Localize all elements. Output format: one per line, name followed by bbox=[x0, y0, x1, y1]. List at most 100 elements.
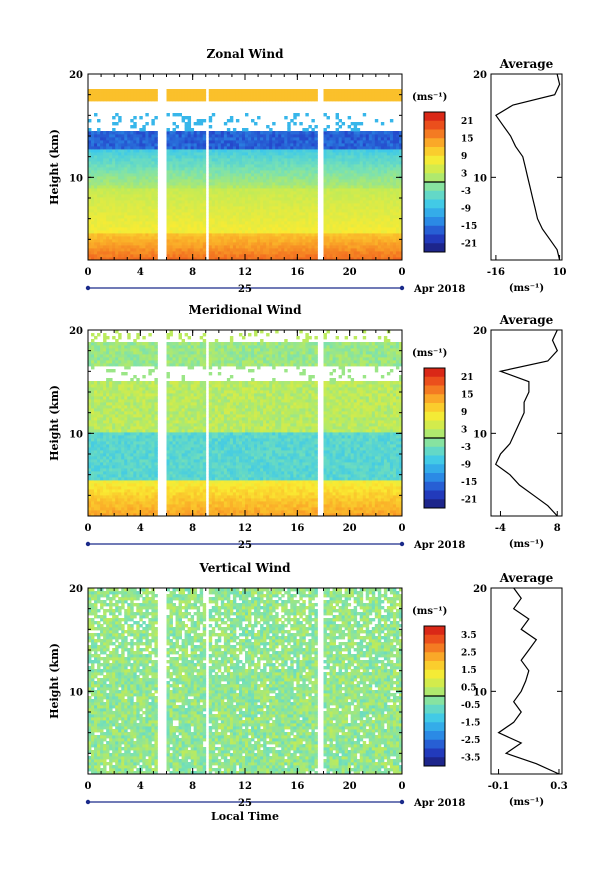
heatmap-cell bbox=[223, 227, 228, 231]
heatmap-cell bbox=[217, 158, 222, 162]
heatmap-cell bbox=[365, 209, 370, 213]
heatmap-cell bbox=[142, 125, 146, 129]
heatmap-cell bbox=[100, 224, 104, 228]
heatmap-cell bbox=[323, 92, 327, 96]
heatmap-cell bbox=[296, 92, 300, 96]
heatmap-cell bbox=[220, 182, 225, 186]
heatmap-cell bbox=[278, 191, 282, 195]
heatmap-cell bbox=[344, 146, 349, 150]
heatmap-cell bbox=[299, 200, 303, 204]
heatmap-cell bbox=[133, 191, 137, 195]
heatmap-cell bbox=[184, 233, 189, 237]
heatmap-cell bbox=[260, 185, 264, 189]
heatmap-cell bbox=[245, 224, 249, 228]
heatmap-cell bbox=[211, 188, 216, 192]
heatmap-cell bbox=[121, 173, 125, 177]
heatmap-cell bbox=[193, 206, 198, 210]
heatmap-cell bbox=[308, 125, 312, 129]
heatmap-cell bbox=[323, 191, 327, 195]
heatmap-cell bbox=[133, 95, 137, 99]
heatmap-cell bbox=[293, 158, 297, 162]
heatmap-cell bbox=[323, 245, 327, 249]
heatmap-cell bbox=[275, 164, 279, 168]
heatmap-cell bbox=[335, 131, 339, 135]
heatmap-cell bbox=[362, 155, 367, 159]
heatmap-cell bbox=[232, 173, 237, 177]
heatmap-cell bbox=[281, 200, 285, 204]
heatmap-cell bbox=[229, 239, 234, 243]
heatmap-cell bbox=[127, 89, 131, 93]
heatmap-cell bbox=[232, 131, 237, 135]
heatmap-cell bbox=[386, 191, 391, 195]
heatmap-cell bbox=[353, 242, 358, 246]
heatmap-cell bbox=[344, 245, 349, 249]
heatmap-cell bbox=[323, 206, 327, 210]
heatmap-cell bbox=[326, 251, 330, 255]
heatmap-cell bbox=[308, 92, 312, 96]
heatmap-cell bbox=[374, 236, 379, 240]
heatmap-cell bbox=[287, 254, 291, 258]
heatmap-cell bbox=[353, 233, 358, 237]
heatmap-cell bbox=[178, 185, 182, 189]
heatmap-cell bbox=[353, 167, 358, 171]
heatmap-cell bbox=[154, 230, 158, 234]
heatmap-cell bbox=[371, 140, 376, 144]
heatmap-cell bbox=[281, 170, 285, 174]
heatmap-cell bbox=[214, 134, 219, 138]
heatmap-cell bbox=[127, 98, 131, 102]
heatmap-cell bbox=[103, 230, 107, 234]
heatmap-cell bbox=[371, 209, 376, 213]
heatmap-cell bbox=[356, 200, 361, 204]
heatmap-cell bbox=[238, 161, 243, 165]
heatmap-cell bbox=[235, 95, 240, 99]
heatmap-cell bbox=[121, 218, 125, 222]
heatmap-cell bbox=[94, 209, 98, 213]
heatmap-cell bbox=[356, 233, 361, 237]
heatmap-cell bbox=[130, 194, 134, 198]
heatmap-cell bbox=[287, 164, 291, 168]
heatmap-cell bbox=[368, 194, 373, 198]
heatmap-cell bbox=[112, 140, 116, 144]
heatmap-cell bbox=[353, 95, 358, 99]
heatmap-cell bbox=[371, 173, 376, 177]
heatmap-cell bbox=[302, 206, 306, 210]
heatmap-cell bbox=[338, 167, 343, 171]
heatmap-cell bbox=[238, 170, 243, 174]
heatmap-cell bbox=[133, 239, 137, 243]
heatmap-cell bbox=[305, 152, 309, 156]
heatmap-cell bbox=[368, 197, 373, 201]
heatmap-cell bbox=[127, 242, 131, 246]
heatmap-cell bbox=[266, 200, 270, 204]
heatmap-cell bbox=[377, 257, 382, 261]
heatmap-cell bbox=[196, 155, 201, 159]
heatmap-cell bbox=[392, 161, 397, 165]
heatmap-cell bbox=[100, 513, 104, 517]
heatmap-cell bbox=[142, 206, 146, 210]
heatmap-cell bbox=[356, 140, 361, 144]
heatmap-cell bbox=[214, 194, 219, 198]
heatmap-cell bbox=[347, 182, 352, 186]
heatmap-cell bbox=[169, 131, 173, 135]
heatmap-cell bbox=[386, 215, 391, 219]
heatmap-cell bbox=[133, 143, 137, 147]
heatmap-cell bbox=[302, 140, 306, 144]
heatmap-cell bbox=[97, 182, 101, 186]
heatmap-cell bbox=[199, 203, 204, 207]
heatmap-cell bbox=[311, 200, 315, 204]
heatmap-cell bbox=[266, 92, 270, 96]
heatmap-cell bbox=[395, 513, 400, 517]
heatmap-cell bbox=[172, 510, 176, 514]
heatmap-cell bbox=[329, 254, 333, 258]
heatmap-cell bbox=[368, 236, 373, 240]
heatmap-cell bbox=[133, 233, 137, 237]
heatmap-cell bbox=[187, 146, 192, 150]
heatmap-cell bbox=[118, 149, 122, 153]
heatmap-cell bbox=[323, 197, 327, 201]
heatmap-cell bbox=[365, 182, 370, 186]
heatmap-cell bbox=[166, 233, 170, 237]
heatmap-cell bbox=[100, 161, 104, 165]
heatmap-cell bbox=[166, 161, 170, 165]
heatmap-cell bbox=[371, 164, 376, 168]
heatmap-cell bbox=[235, 257, 240, 261]
heatmap-cell bbox=[169, 143, 173, 147]
